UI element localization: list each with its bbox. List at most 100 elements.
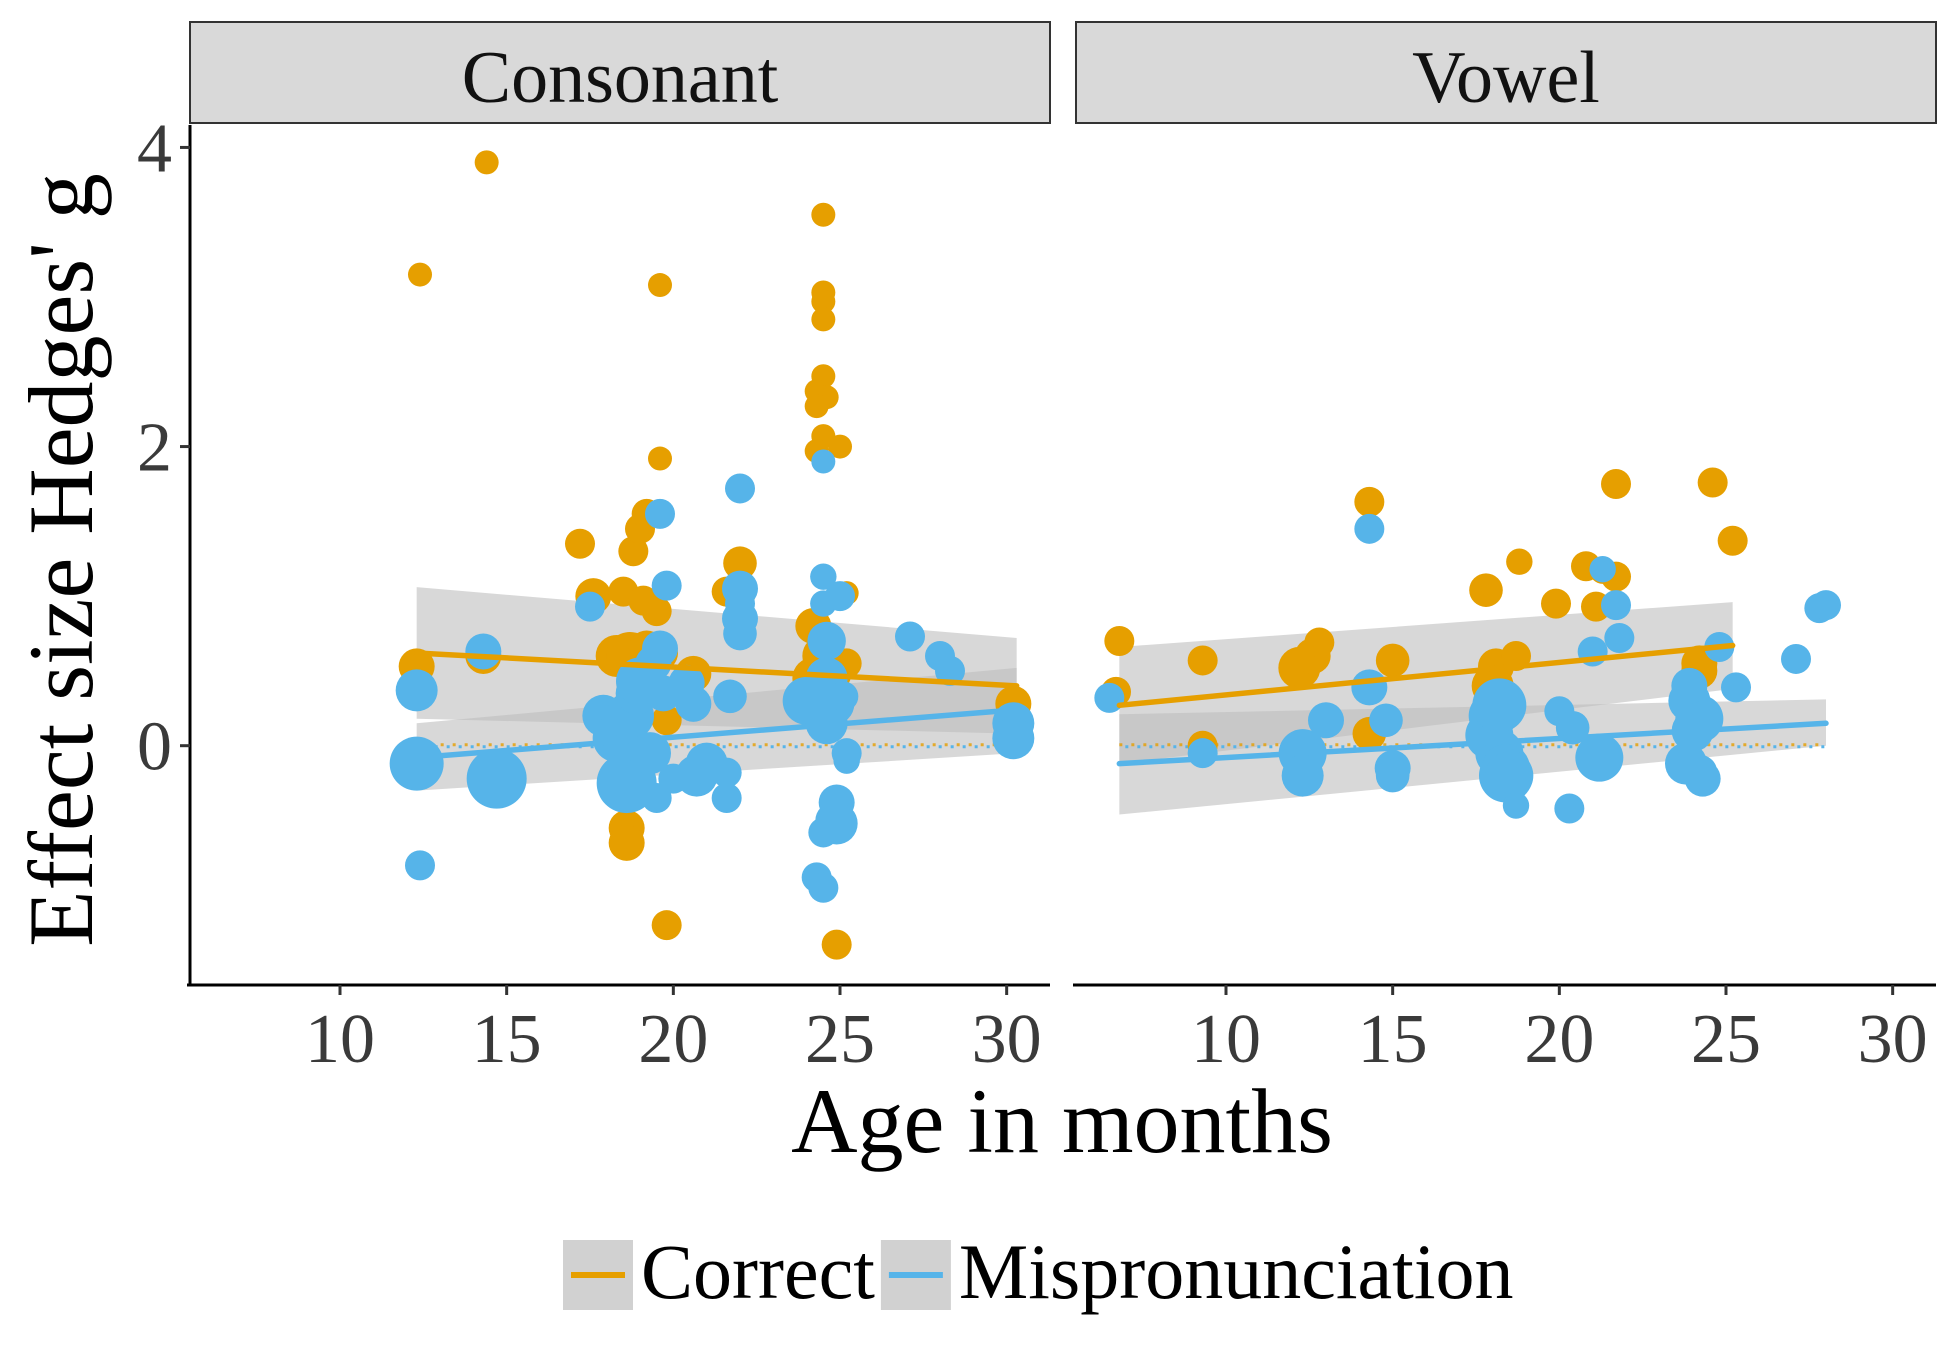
data-point-correct [1187, 645, 1218, 676]
data-point-correct [648, 273, 672, 298]
data-point-correct [641, 596, 672, 627]
data-point-mispronunciation [992, 717, 1035, 760]
data-point-correct [1697, 467, 1728, 498]
data-point-mispronunciation [1351, 669, 1388, 706]
data-point-correct [565, 528, 595, 559]
data-point-mispronunciation [723, 616, 757, 651]
facet-title: Vowel [1412, 37, 1600, 119]
data-point-correct [804, 394, 829, 419]
data-point-mispronunciation [1601, 590, 1631, 621]
legend-entry-mispronunciation: Mispronunciation [880, 1228, 1514, 1315]
data-point-correct [1541, 588, 1571, 619]
data-point-correct [811, 289, 836, 314]
data-point-mispronunciation [645, 498, 675, 529]
data-point-mispronunciation [1281, 754, 1324, 797]
data-point-correct [1469, 573, 1503, 607]
data-point-correct [723, 546, 757, 581]
data-point-mispronunciation [651, 570, 682, 601]
data-point-mispronunciation [1811, 590, 1841, 621]
x-tick-label: 10 [1191, 1001, 1261, 1078]
x-tick-label: 15 [1358, 1001, 1428, 1078]
data-point-mispronunciation [713, 679, 747, 714]
data-point-mispronunciation [629, 732, 671, 775]
panel-vowel: Vowel 10 15 20 25 30 [1073, 21, 1937, 1078]
data-point-mispronunciation [825, 581, 855, 612]
x-tick-label: 10 [305, 1001, 375, 1078]
panels-layer: Consonant 0 2 4 10 15 20 25 30 Vowel 10 15 20 25 30 [137, 21, 1937, 1078]
data-point-mispronunciation [1094, 682, 1125, 713]
data-point-mispronunciation [1308, 702, 1344, 739]
data-point-mispronunciation [807, 621, 846, 661]
data-point-mispronunciation [815, 802, 858, 845]
x-tick-label: 25 [805, 1001, 875, 1078]
x-tick-label: 15 [472, 1001, 542, 1078]
data-point-mispronunciation [808, 872, 839, 903]
data-point-mispronunciation [466, 748, 527, 809]
data-point-mispronunciation [1684, 760, 1721, 797]
data-point-mispronunciation [711, 783, 742, 814]
x-tick-label: 25 [1691, 1001, 1761, 1078]
data-point-correct [1375, 643, 1410, 678]
data-point-correct [1717, 525, 1748, 556]
x-tick-label: 30 [1858, 1001, 1928, 1078]
fit-line-mispronunciation [413, 707, 1020, 761]
data-point-mispronunciation [395, 669, 438, 712]
facet-strip [1075, 21, 1937, 124]
fit-line-correct [1116, 642, 1736, 709]
data-point-mispronunciation [1604, 623, 1635, 654]
data-point-mispronunciation [465, 633, 502, 670]
data-point-mispronunciation [389, 736, 444, 791]
y-axis-title: Effect size Hedges' g [10, 173, 112, 947]
data-point-mispronunciation [1369, 703, 1403, 738]
data-point-mispronunciation [810, 563, 837, 590]
data-point-correct [811, 202, 836, 227]
fit-line-mispronunciation [1116, 720, 1829, 767]
fit-line-correct [413, 650, 1020, 689]
data-point-correct [1354, 486, 1385, 517]
data-point-correct [828, 434, 852, 459]
data-point-correct [608, 824, 645, 861]
data-point-correct [1304, 627, 1335, 658]
data-point-mispronunciation [1354, 513, 1385, 544]
facet-strip [189, 21, 1051, 124]
data-point-mispronunciation [811, 449, 836, 474]
data-point-mispronunciation [1671, 667, 1708, 704]
data-point-mispronunciation [1554, 793, 1585, 824]
data-point-correct [1506, 548, 1533, 575]
data-point-correct [648, 446, 672, 471]
data-point-correct [474, 150, 499, 175]
legend-label: Mispronunciation [959, 1228, 1514, 1315]
data-point-mispronunciation [405, 850, 435, 881]
data-point-mispronunciation [725, 473, 755, 504]
y-tick-label: 0 [137, 709, 172, 786]
x-tick-label: 30 [972, 1001, 1042, 1078]
data-point-correct [651, 705, 682, 736]
data-point-mispronunciation [575, 591, 605, 622]
y-tick-label: 4 [137, 110, 172, 187]
data-point-correct [651, 910, 682, 941]
data-point-mispronunciation [1575, 733, 1624, 782]
data-point-correct [811, 307, 836, 332]
data-point-mispronunciation [711, 757, 742, 788]
data-point-mispronunciation [935, 655, 965, 686]
facet-title: Consonant [462, 37, 779, 119]
data-point-mispronunciation [1589, 556, 1616, 583]
data-point-mispronunciation [642, 630, 678, 667]
legend-entry-correct: Correct [563, 1228, 875, 1315]
data-point-correct [408, 262, 432, 287]
data-point-mispronunciation [1781, 643, 1811, 674]
data-point-mispronunciation [828, 681, 859, 712]
legend: Correct Mispronunciation [563, 1228, 1514, 1315]
y-tick-label: 2 [137, 410, 172, 487]
x-axis-title: Age in months [791, 1070, 1333, 1172]
data-point-mispronunciation [1375, 758, 1410, 793]
data-point-mispronunciation [675, 685, 712, 722]
data-point-correct [1104, 626, 1135, 656]
x-tick-label: 20 [1524, 1001, 1594, 1078]
legend-label: Correct [641, 1228, 875, 1315]
ci-ribbon-mispronunciation [416, 667, 1017, 791]
data-point-mispronunciation [1187, 738, 1218, 769]
data-point-correct [1601, 468, 1631, 499]
x-tick-label: 20 [638, 1001, 708, 1078]
